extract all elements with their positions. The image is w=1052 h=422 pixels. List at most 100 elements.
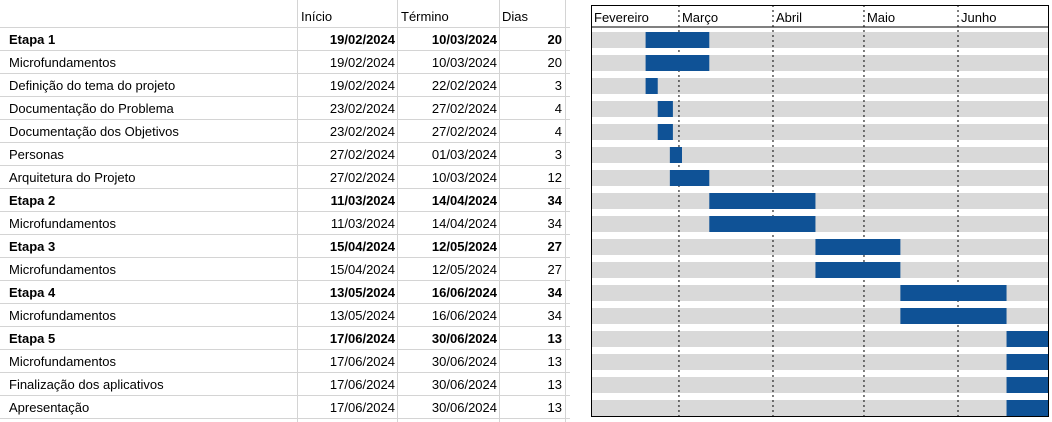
duration-cell[interactable]: 34 (547, 308, 562, 323)
header-end[interactable]: Término (401, 9, 449, 24)
duration-cell[interactable]: 34 (547, 216, 562, 231)
task-name-cell[interactable]: Microfundamentos (9, 55, 116, 70)
duration-cell[interactable]: 3 (554, 147, 562, 162)
table-row[interactable]: Documentação do Problema 23/02/2024 27/02/… (0, 97, 570, 120)
month-label: Junho (961, 10, 996, 25)
task-name-cell[interactable]: Microfundamentos (9, 354, 116, 369)
task-name-cell[interactable]: Finalização dos aplicativos (9, 377, 164, 392)
start-date-cell[interactable]: 19/02/2024 (329, 55, 395, 70)
task-name-cell[interactable]: Apresentação (9, 400, 90, 415)
table-row[interactable]: Documentação dos Objetivos 23/02/2024 27/0… (0, 120, 570, 143)
duration-cell[interactable]: 27 (547, 239, 562, 254)
duration-cell[interactable]: 13 (547, 377, 562, 392)
table-row[interactable]: Etapa 1 19/02/2024 10/03/2024 20 (0, 28, 570, 51)
end-date-cell[interactable]: 10/03/2024 (431, 170, 497, 185)
end-date-cell[interactable]: 10/03/2024 (431, 32, 497, 47)
duration-cell[interactable]: 13 (547, 354, 562, 369)
start-date-cell[interactable]: 17/06/2024 (329, 331, 395, 346)
table-row[interactable]: Finalização dos aplicativos 17/06/2024 30/… (0, 373, 570, 396)
table-row[interactable]: Microfundamentos 15/04/2024 12/05/2024 27 (0, 258, 570, 281)
end-date-cell[interactable]: 12/05/2024 (431, 239, 497, 254)
duration-cell[interactable]: 4 (554, 124, 562, 139)
end-date-cell[interactable]: 12/05/2024 (431, 262, 497, 277)
task-name-cell[interactable]: Arquitetura do Projeto (9, 170, 136, 185)
header-start[interactable]: Início (301, 9, 333, 24)
month-label: Fevereiro (594, 10, 649, 25)
gantt-bar (657, 101, 673, 117)
table-row[interactable]: Microfundamentos 13/05/2024 16/06/2024 34 (0, 304, 570, 327)
task-name-cell[interactable]: Etapa 5 (9, 331, 56, 346)
task-name-cell[interactable]: Microfundamentos (9, 262, 116, 277)
end-date-cell[interactable]: 30/06/2024 (431, 331, 497, 346)
start-date-cell[interactable]: 17/06/2024 (329, 400, 395, 415)
gantt-bar (709, 216, 816, 232)
table-row[interactable]: Etapa 2 11/03/2024 14/04/2024 34 (0, 189, 570, 212)
start-date-cell[interactable]: 27/02/2024 (329, 147, 395, 162)
table-row[interactable]: Microfundamentos 19/02/2024 10/03/2024 20 (0, 51, 570, 74)
start-date-cell[interactable]: 23/02/2024 (329, 101, 395, 116)
end-date-cell[interactable]: 27/02/2024 (431, 124, 497, 139)
start-date-cell[interactable]: 19/02/2024 (329, 32, 395, 47)
gantt-track (591, 170, 1049, 186)
row-gridline (0, 27, 570, 28)
task-name-cell[interactable]: Microfundamentos (9, 216, 116, 231)
duration-cell[interactable]: 34 (547, 285, 562, 300)
start-date-cell[interactable]: 11/03/2024 (330, 216, 395, 231)
end-date-cell[interactable]: 01/03/2024 (431, 147, 497, 162)
end-date-cell[interactable]: 22/02/2024 (431, 78, 497, 93)
table-row[interactable]: Etapa 4 13/05/2024 16/06/2024 34 (0, 281, 570, 304)
task-name-cell[interactable]: Etapa 2 (9, 193, 56, 208)
start-date-cell[interactable]: 15/04/2024 (329, 239, 395, 254)
task-name-cell[interactable]: Etapa 4 (9, 285, 56, 300)
table-row[interactable]: Microfundamentos 17/06/2024 30/06/2024 13 (0, 350, 570, 373)
start-date-cell[interactable]: 11/03/2024 (330, 193, 395, 208)
duration-cell[interactable]: 12 (547, 170, 562, 185)
start-date-cell[interactable]: 13/05/2024 (329, 308, 395, 323)
duration-cell[interactable]: 20 (547, 32, 562, 47)
task-name-cell[interactable]: Microfundamentos (9, 308, 116, 323)
task-name-cell[interactable]: Documentação do Problema (9, 101, 174, 116)
end-date-cell[interactable]: 30/06/2024 (431, 377, 497, 392)
start-date-cell[interactable]: 13/05/2024 (329, 285, 395, 300)
start-date-cell[interactable]: 23/02/2024 (329, 124, 395, 139)
duration-cell[interactable]: 13 (547, 331, 562, 346)
table-row[interactable]: Etapa 3 15/04/2024 12/05/2024 27 (0, 235, 570, 258)
end-date-cell[interactable]: 16/06/2024 (431, 308, 497, 323)
start-date-cell[interactable]: 19/02/2024 (329, 78, 395, 93)
start-date-cell[interactable]: 27/02/2024 (329, 170, 395, 185)
task-name-cell[interactable]: Personas (9, 147, 64, 162)
duration-cell[interactable]: 27 (547, 262, 562, 277)
table-row[interactable]: Etapa 5 17/06/2024 30/06/2024 13 (0, 327, 570, 350)
table-row[interactable]: Apresentação 17/06/2024 30/06/2024 13 (0, 396, 570, 419)
end-date-cell[interactable]: 16/06/2024 (431, 285, 497, 300)
start-date-cell[interactable]: 17/06/2024 (329, 354, 395, 369)
table-row[interactable]: Microfundamentos 11/03/2024 14/04/2024 34 (0, 212, 570, 235)
start-date-cell[interactable]: 15/04/2024 (329, 262, 395, 277)
duration-cell[interactable]: 20 (547, 55, 562, 70)
end-date-cell[interactable]: 27/02/2024 (431, 101, 497, 116)
start-date-cell[interactable]: 17/06/2024 (329, 377, 395, 392)
table-row[interactable]: Personas 27/02/2024 01/03/2024 3 (0, 143, 570, 166)
duration-cell[interactable]: 13 (547, 400, 562, 415)
task-name-cell[interactable]: Etapa 3 (9, 239, 56, 254)
header-days[interactable]: Dias (502, 9, 529, 24)
row-gridline (0, 50, 570, 51)
task-name-cell[interactable]: Etapa 1 (9, 32, 56, 47)
end-date-cell[interactable]: 30/06/2024 (431, 400, 497, 415)
gantt-bar (645, 78, 658, 94)
table-row[interactable]: Definição do tema do projeto 19/02/2024 22… (0, 74, 570, 97)
end-date-cell[interactable]: 30/06/2024 (431, 354, 497, 369)
month-label: Abril (776, 10, 802, 25)
duration-cell[interactable]: 34 (547, 193, 562, 208)
duration-cell[interactable]: 3 (554, 78, 562, 93)
task-name-cell[interactable]: Documentação dos Objetivos (9, 124, 179, 139)
chart-border (591, 5, 1049, 417)
task-name-cell[interactable]: Definição do tema do projeto (9, 78, 176, 93)
end-date-cell[interactable]: 14/04/2024 (431, 216, 497, 231)
table-row[interactable]: Arquitetura do Projeto 27/02/2024 10/03/20… (0, 166, 570, 189)
end-date-cell[interactable]: 10/03/2024 (431, 55, 497, 70)
duration-cell[interactable]: 4 (554, 101, 562, 116)
end-date-cell[interactable]: 14/04/2024 (431, 193, 497, 208)
